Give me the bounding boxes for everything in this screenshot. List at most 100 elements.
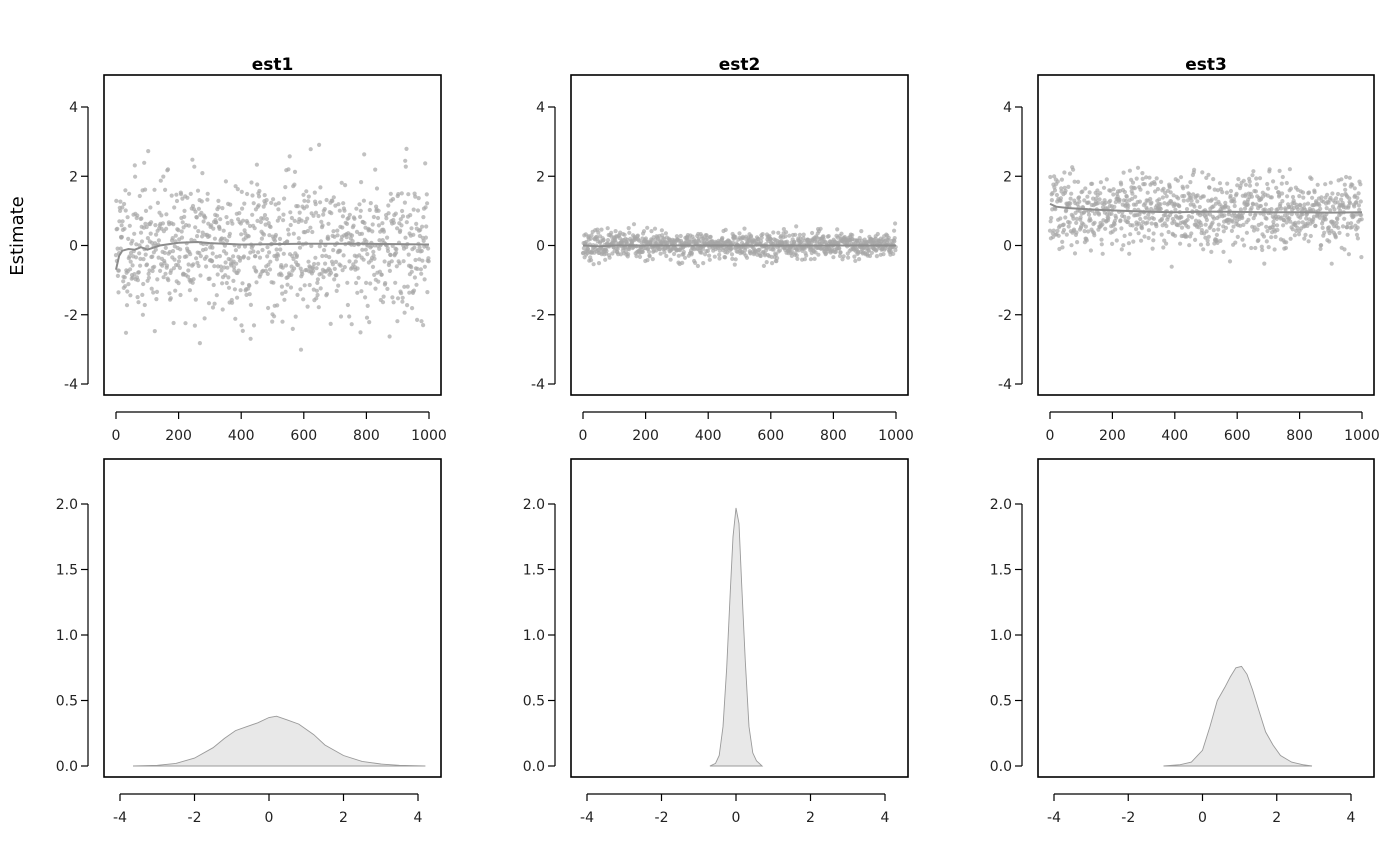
data-point <box>1166 229 1171 235</box>
data-point <box>1138 187 1143 192</box>
data-point <box>390 197 396 202</box>
x-tick-label: -4 <box>1047 810 1061 826</box>
data-point <box>145 236 150 241</box>
data-point <box>219 268 224 273</box>
data-point <box>723 227 728 232</box>
data-point <box>659 228 665 233</box>
data-point <box>415 266 420 271</box>
data-point <box>247 292 252 297</box>
data-point <box>1269 195 1274 200</box>
data-point <box>1247 179 1252 184</box>
data-point <box>331 229 336 234</box>
data-point <box>1257 176 1263 181</box>
data-point <box>252 226 257 231</box>
data-point <box>774 252 779 257</box>
data-point <box>1126 215 1131 220</box>
data-point <box>396 192 401 197</box>
data-point <box>386 203 391 208</box>
data-point <box>1217 181 1223 186</box>
data-point <box>215 213 220 218</box>
y-tick-label: 2.0 <box>990 497 1012 513</box>
data-point <box>1184 234 1189 239</box>
data-point <box>1148 196 1153 202</box>
data-point <box>158 178 163 183</box>
data-point <box>315 280 320 285</box>
data-point <box>156 238 161 243</box>
data-point <box>179 235 185 240</box>
data-point <box>154 289 160 294</box>
data-point <box>643 236 649 241</box>
density-area <box>709 507 764 767</box>
data-point <box>376 223 381 228</box>
data-point <box>301 297 306 302</box>
data-point <box>1124 198 1129 203</box>
data-point <box>1164 194 1169 199</box>
data-point <box>228 257 233 262</box>
data-point <box>274 257 279 262</box>
data-point <box>1213 196 1218 201</box>
data-point <box>881 252 886 257</box>
data-point <box>336 283 341 288</box>
data-point <box>1204 229 1209 234</box>
data-point <box>201 219 206 224</box>
data-point <box>1145 190 1150 195</box>
data-point <box>198 254 203 259</box>
data-point <box>283 289 288 294</box>
data-point <box>256 194 262 199</box>
data-point <box>292 266 297 271</box>
data-point <box>409 265 414 270</box>
data-point <box>1088 218 1093 223</box>
data-point <box>411 232 416 237</box>
data-point <box>176 259 181 264</box>
data-point <box>838 250 843 255</box>
data-point <box>1137 199 1142 204</box>
data-point <box>1254 182 1259 187</box>
data-point <box>306 194 311 199</box>
data-point <box>696 236 701 241</box>
data-point <box>400 295 405 300</box>
data-point <box>425 201 430 206</box>
data-point <box>163 187 168 192</box>
data-point <box>1204 175 1209 180</box>
data-point <box>350 239 355 244</box>
data-point <box>415 317 420 322</box>
data-point <box>1261 234 1267 239</box>
data-point <box>282 196 287 201</box>
data-point <box>703 252 708 257</box>
data-point <box>210 245 215 250</box>
data-point <box>274 247 279 252</box>
data-point <box>186 262 191 267</box>
data-point <box>402 284 407 289</box>
data-point <box>347 212 352 217</box>
y-tick-label: -2 <box>64 308 78 324</box>
data-point <box>1335 200 1340 205</box>
density-area <box>1163 665 1313 767</box>
data-point <box>265 245 270 250</box>
data-point <box>1300 190 1306 195</box>
data-point <box>1119 182 1124 187</box>
data-point <box>1288 219 1293 224</box>
data-point <box>1122 189 1127 195</box>
data-point <box>351 223 356 228</box>
data-point <box>123 208 128 213</box>
data-point <box>1061 227 1067 233</box>
data-point <box>1279 181 1284 186</box>
plot-frame <box>1037 74 1375 396</box>
data-point <box>869 250 875 255</box>
data-point <box>207 233 212 239</box>
data-point <box>797 232 803 237</box>
y-axis-label: Estimate <box>7 196 28 276</box>
data-point <box>1154 176 1159 181</box>
data-point <box>387 334 392 339</box>
data-point <box>217 254 222 259</box>
data-point <box>867 253 873 259</box>
data-point <box>169 268 174 273</box>
data-point <box>137 251 142 256</box>
data-point <box>199 199 204 204</box>
data-point <box>167 291 172 296</box>
data-point <box>409 226 414 231</box>
data-point <box>1103 226 1108 231</box>
data-point <box>423 235 428 240</box>
data-point <box>717 252 722 257</box>
data-point <box>334 273 339 278</box>
